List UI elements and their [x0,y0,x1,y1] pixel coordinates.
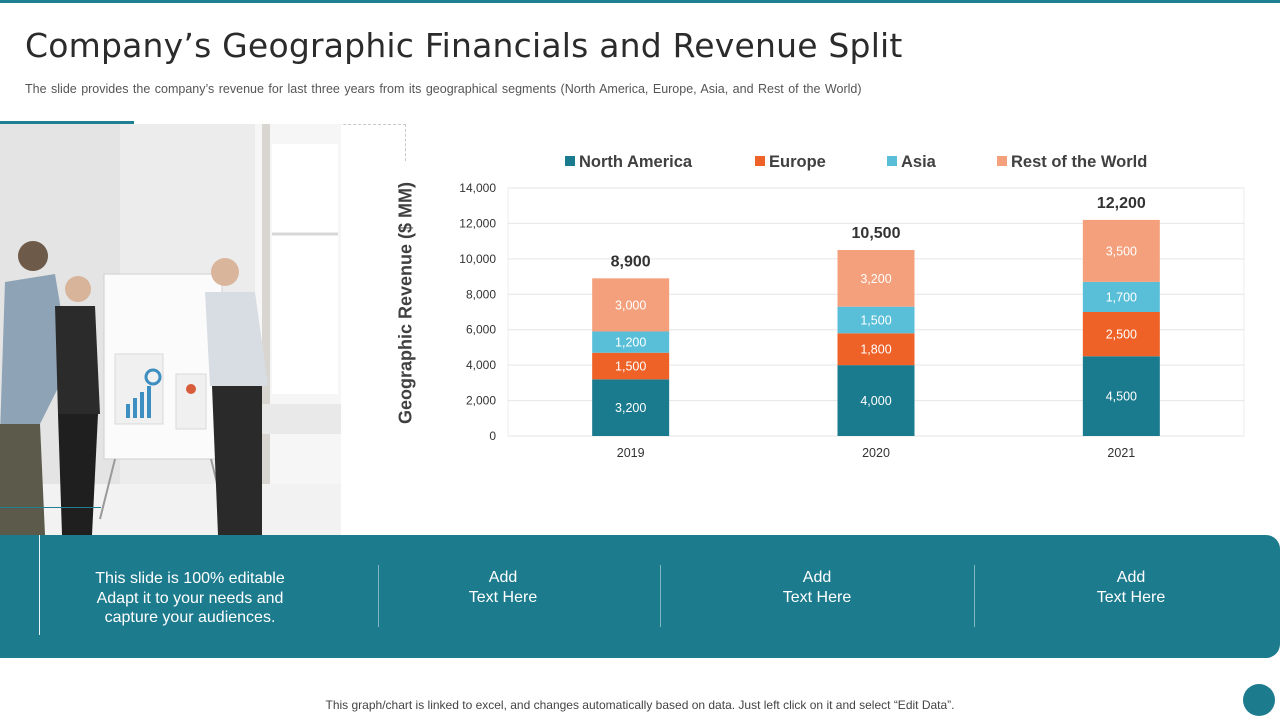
bar-value-label: 4,000 [860,394,891,408]
legend-swatch-north-america [565,156,575,166]
banner-box-3-line-1: Add [1116,569,1146,586]
team-meeting-photo [0,124,341,535]
bar-value-label: 1,700 [1106,290,1137,304]
slide-nav-button[interactable] [1243,684,1275,716]
revenue-chart[interactable]: 0 2,000 4,000 6,000 8,000 10,000 12,000 14,000 3… [390,140,1260,470]
legend-label-europe: Europe [769,153,826,171]
banner-box-2-line-2: Text Here [782,588,852,606]
banner-intro-line-2: Adapt it to your needs and [96,589,284,607]
banner-left-line [39,535,40,635]
banner-box-1-line-2: Text Here [468,588,538,606]
legend-item-rest-of-world: Rest of the World [997,153,1147,172]
x-tick-label: 2021 [1107,446,1135,460]
bar-segment-rest-of-world [592,278,670,332]
bar-segment-north-america [1082,356,1160,436]
banner-separator [660,565,661,627]
bar-value-label: 2,500 [1106,328,1137,342]
bar-value-label: 3,500 [1106,244,1137,258]
y-tick-label: 4,000 [466,358,496,372]
bar-total-label: 8,900 [611,253,651,270]
legend-label-rest-of-world: Rest of the World [1011,153,1148,171]
bar-segment-asia [1082,281,1160,312]
bar-segment-rest-of-world [1082,219,1160,282]
bar-segment-europe [837,333,915,366]
bar-value-label: 3,200 [615,401,646,415]
bar-segment-asia [592,331,670,353]
page-title: Company’s Geographic Financials and Reve… [25,26,903,65]
y-tick-label: 6,000 [466,323,496,337]
banner-box-3-line-2: Text Here [1096,588,1166,606]
y-tick-label: 2,000 [466,394,496,408]
info-banner: This slide is 100% editable Adapt it to … [0,535,1280,658]
bar-segment-rest-of-world [837,250,915,307]
bar-segment-north-america [837,365,915,436]
bar-total-label: 10,500 [852,225,901,242]
bar-segment-europe [1082,312,1160,357]
banner-separator [974,565,975,627]
legend-label-asia: Asia [901,153,936,171]
revenue-chart-svg: 0 2,000 4,000 6,000 8,000 10,000 12,000 14,000 3… [459,181,1245,460]
bar-segment-europe [592,352,670,380]
y-tick-label: 10,000 [459,252,496,266]
top-rule [0,0,1280,3]
banner-separator [378,565,379,627]
banner-intro-line-3: capture your audiences. [104,609,276,626]
team-meeting-illustration [0,124,341,535]
bar-segment-north-america [592,379,670,436]
y-tick-label: 0 [489,429,496,443]
footer-note: This graph/chart is linked to excel, and… [325,698,955,712]
legend-swatch-rest-of-world [997,156,1007,166]
legend-item-north-america: North America [565,153,692,172]
bar-value-label: 1,500 [860,313,891,327]
banner-box-2-line-1: Add [802,569,832,586]
banner-box-1-line-1: Add [488,569,518,586]
bar-value-label: 1,800 [860,343,891,357]
bar-value-label: 3,000 [615,298,646,312]
y-tick-label: 12,000 [459,216,496,230]
bar-segment-asia [837,306,915,334]
legend-swatch-asia [887,156,897,166]
banner-box-1[interactable]: Add Text Here [403,568,603,607]
legend-item-asia: Asia [887,153,936,172]
x-tick-label: 2020 [862,446,890,460]
banner-box-3[interactable]: Add Text Here [1031,568,1231,607]
bar-value-label: 3,200 [860,272,891,286]
y-axis-label: Geographic Revenue ($ MM) [395,181,416,425]
y-tick-label: 8,000 [466,287,496,301]
bar-total-label: 12,200 [1097,195,1146,212]
legend-label-north-america: North America [579,153,693,171]
page-subtitle: The slide provides the company’s revenue… [25,82,862,96]
accent-line [0,507,101,508]
legend-swatch-europe [755,156,765,166]
banner-intro-text: This slide is 100% editable Adapt it to … [60,569,320,628]
bar-value-label: 1,500 [615,360,646,374]
legend-item-europe: Europe [755,153,826,172]
x-tick-label: 2019 [617,446,645,460]
banner-intro-line-1: This slide is 100% editable [95,570,285,587]
bar-value-label: 4,500 [1106,390,1137,404]
y-tick-label: 14,000 [459,181,496,195]
banner-box-2[interactable]: Add Text Here [717,568,917,607]
bar-value-label: 1,200 [615,336,646,350]
